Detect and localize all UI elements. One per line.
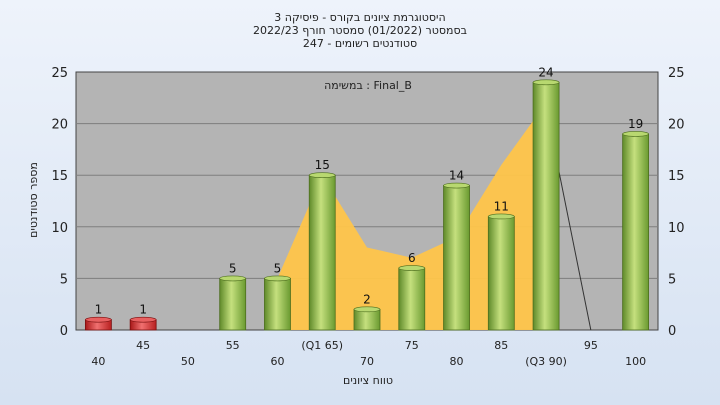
y-tick-label-right: 0 <box>668 324 676 339</box>
x-tick-label-1: 45 <box>136 339 150 352</box>
value-label-4: 5 <box>274 261 282 275</box>
bar-3 <box>219 277 247 331</box>
x-tick-label-10: (Q3 90) <box>525 355 567 368</box>
chart-title-line-1: היסטוגרמת ציונים בקורס - פיסיקה 3 <box>274 11 446 24</box>
x-tick-label-8: 80 <box>450 355 464 368</box>
bar-5 <box>308 174 336 331</box>
bar-6 <box>353 308 381 331</box>
x-tick-label-4: 60 <box>270 355 284 368</box>
y-tick-label-left: 10 <box>51 221 68 236</box>
chart-subtitle: במשימה : Final_B <box>324 79 412 92</box>
y-tick-label-left: 15 <box>51 169 68 184</box>
bar-4 <box>264 277 291 331</box>
value-label-7: 6 <box>408 251 416 265</box>
bar-7 <box>398 267 426 331</box>
x-tick-label-0: 40 <box>91 355 105 368</box>
bar-cap-6 <box>353 306 381 313</box>
x-tick-label-2: 50 <box>181 355 195 368</box>
chart-title-line-3: סטודנטים רשומים - 247 <box>302 37 418 50</box>
value-label-1: 1 <box>139 303 147 317</box>
y-tick-label-right: 15 <box>668 169 685 184</box>
y-tick-label-right: 10 <box>668 221 685 236</box>
y-tick-label-left: 0 <box>60 324 68 339</box>
value-label-3: 5 <box>229 261 237 275</box>
value-label-5: 15 <box>315 158 330 172</box>
bar-cap-7 <box>398 265 426 271</box>
y-tick-label-left: 20 <box>51 118 68 133</box>
bar-8 <box>443 185 470 331</box>
y-tick-label-left: 5 <box>60 272 68 287</box>
bar-cap-5 <box>308 172 336 178</box>
y-tick-label-right: 20 <box>668 118 685 133</box>
x-tick-label-5: (Q1 65) <box>301 339 343 352</box>
bar-cap-10 <box>532 79 560 86</box>
x-axis-label: טווח ציונים <box>343 374 393 387</box>
bar-cap-8 <box>443 182 470 189</box>
value-label-10: 24 <box>538 65 553 79</box>
value-label-0: 1 <box>95 303 103 317</box>
bar-cap-1 <box>129 316 157 323</box>
x-tick-label-7: 75 <box>405 339 419 352</box>
bar-cap-12 <box>622 131 649 137</box>
bar-9 <box>487 216 515 331</box>
y-tick-label-left: 25 <box>51 66 68 81</box>
bar-10 <box>532 81 560 331</box>
bar-cap-9 <box>488 213 515 220</box>
y-tick-label-right: 5 <box>668 272 676 287</box>
x-tick-label-11: 95 <box>584 339 598 352</box>
y-tick-label-right: 25 <box>668 66 685 81</box>
chart-title-line-2: בסמסטר (01/2022) סמסטר חורף 2022/23 <box>253 24 467 37</box>
value-label-8: 14 <box>449 169 464 183</box>
value-label-12: 19 <box>628 117 643 131</box>
bar-12 <box>622 133 650 331</box>
bar-cap-4 <box>264 275 291 282</box>
value-label-9: 11 <box>494 199 509 213</box>
value-label-6: 2 <box>363 292 371 306</box>
x-tick-label-12: 100 <box>625 355 646 368</box>
bar-cap-3 <box>219 275 246 282</box>
x-tick-label-3: 55 <box>226 339 240 352</box>
x-tick-label-9: 85 <box>494 339 508 352</box>
bar-cap-0 <box>85 316 112 323</box>
y-axis-label: מספר סטודנטים <box>27 162 40 238</box>
x-tick-label-6: 70 <box>360 355 374 368</box>
distribution-area <box>277 102 547 331</box>
